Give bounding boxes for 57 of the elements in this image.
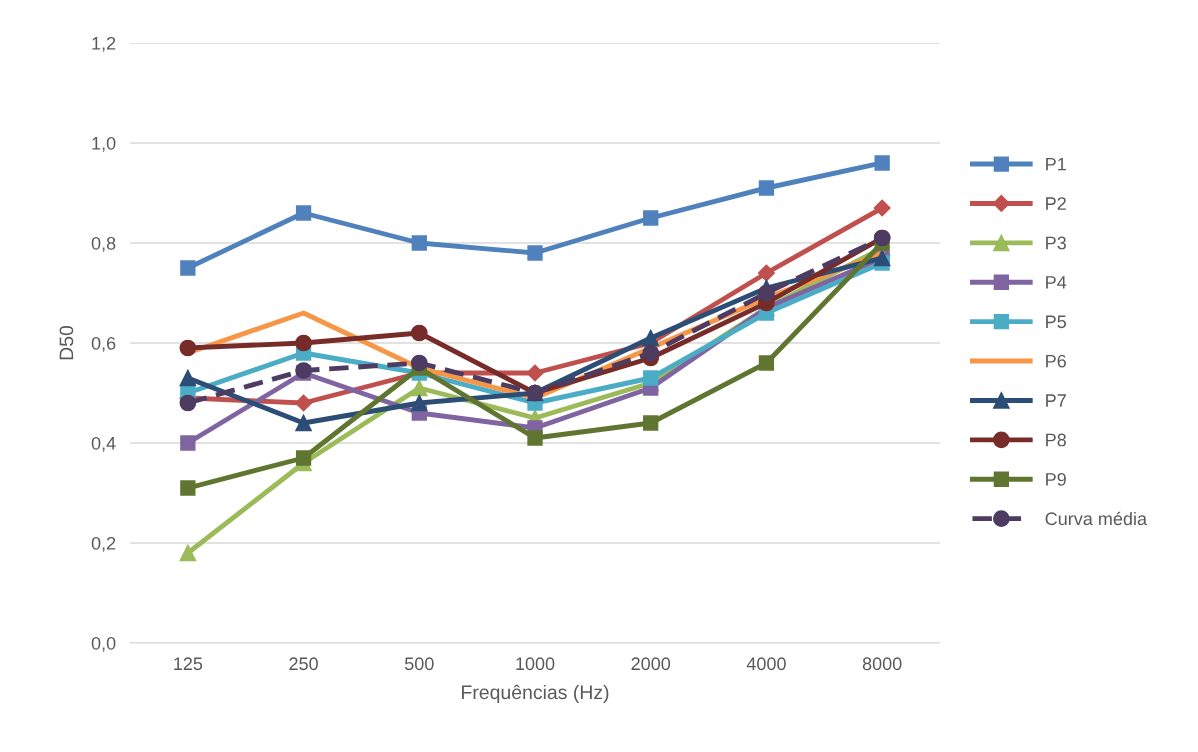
point bbox=[643, 370, 659, 386]
x-tick-label: 4000 bbox=[746, 657, 786, 671]
x-tick-label: 250 bbox=[289, 657, 318, 671]
legend-label: P7 bbox=[1046, 394, 1066, 407]
x-tick-label: 500 bbox=[404, 657, 434, 671]
point bbox=[758, 284, 775, 302]
y-tick-label: 0,6 bbox=[91, 336, 116, 352]
point bbox=[180, 260, 196, 276]
legend-label: P9 bbox=[1046, 472, 1066, 486]
x-tick-label: 8000 bbox=[862, 657, 902, 671]
point bbox=[642, 329, 660, 347]
x-axis-title: Frequências (Hz) bbox=[462, 684, 609, 704]
point bbox=[410, 394, 428, 412]
point bbox=[179, 339, 197, 357]
y-axis-title: D50 bbox=[59, 325, 74, 360]
legend-label: P5 bbox=[1046, 315, 1066, 329]
point bbox=[873, 199, 891, 217]
point bbox=[874, 155, 890, 171]
point bbox=[527, 245, 543, 261]
x-tick-label: 2000 bbox=[631, 657, 671, 671]
point bbox=[527, 430, 543, 446]
point bbox=[179, 394, 197, 412]
point bbox=[295, 394, 313, 412]
point bbox=[295, 205, 312, 221]
legend-label: P2 bbox=[1046, 197, 1066, 210]
legend-label: P4 bbox=[1046, 276, 1067, 289]
point bbox=[180, 480, 196, 496]
point bbox=[410, 379, 428, 397]
point bbox=[410, 354, 428, 372]
y-tick-label: 0,0 bbox=[91, 636, 116, 652]
legend-label: P6 bbox=[1046, 354, 1066, 368]
point bbox=[758, 180, 775, 196]
point bbox=[179, 544, 197, 562]
legend-label: P8 bbox=[1046, 433, 1066, 447]
point bbox=[295, 334, 312, 352]
y-tick-label: 1,0 bbox=[92, 136, 116, 152]
point bbox=[758, 355, 775, 371]
y-tick-label: 0,2 bbox=[91, 536, 116, 552]
point bbox=[526, 364, 544, 382]
x-tick-label: 1000 bbox=[516, 657, 555, 671]
point bbox=[643, 210, 659, 226]
point bbox=[295, 450, 312, 466]
point bbox=[411, 235, 427, 251]
legend-label: Curva média bbox=[1045, 511, 1148, 526]
y-tick-label: 0,4 bbox=[91, 436, 116, 452]
x-tick-label: 125 bbox=[174, 657, 203, 671]
point bbox=[179, 369, 197, 387]
point bbox=[642, 344, 660, 362]
legend-label: P3 bbox=[1046, 236, 1066, 250]
point bbox=[410, 324, 428, 342]
legend-label: P1 bbox=[1046, 157, 1066, 171]
y-tick-label: 0,8 bbox=[91, 236, 116, 252]
point bbox=[295, 414, 312, 432]
point bbox=[757, 264, 775, 282]
point bbox=[180, 435, 196, 451]
point bbox=[643, 415, 659, 431]
y-tick-label: 1,2 bbox=[92, 36, 116, 52]
